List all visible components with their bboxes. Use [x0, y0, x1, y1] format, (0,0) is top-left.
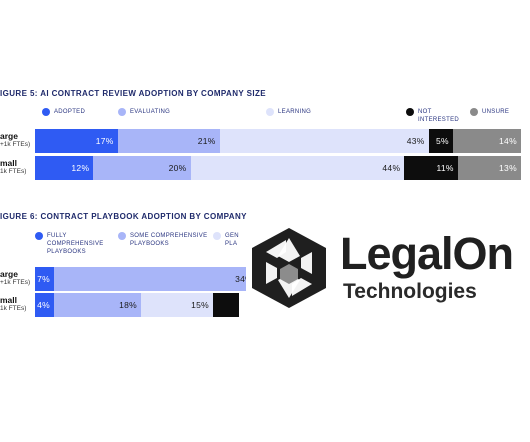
row-label-main: arge: [0, 269, 18, 279]
legend-item-2: LEARNING: [266, 108, 386, 116]
bar-segment: 20%: [93, 156, 191, 180]
bar-value-label: 18%: [119, 300, 137, 310]
bar-segment: 44%: [190, 156, 405, 180]
row-label-main: mall: [0, 158, 18, 168]
legend-item-1: EVALUATING: [118, 108, 258, 116]
row-label-sub: +1k FTEs): [0, 141, 31, 148]
legend-swatch: [35, 232, 43, 240]
row-label: arge +1k FTEs): [0, 269, 32, 287]
row-label: mall 1k FTEs): [0, 158, 32, 176]
logo-subtitle: Technologies: [343, 280, 477, 303]
row-label-sub: 1k FTEs): [0, 168, 27, 175]
legend-label: EVALUATING: [130, 109, 171, 115]
bar-value-label: 14%: [499, 136, 517, 146]
bar-segment: 21%: [117, 129, 220, 153]
legend-label: LEARNING: [278, 109, 312, 115]
bar-segment: 14%: [452, 129, 521, 153]
bar-segment: 12%: [35, 156, 94, 180]
bar-value-label: 13%: [499, 163, 517, 173]
bar-segment: 11%: [404, 156, 458, 180]
legend-swatch: [118, 108, 126, 116]
row-label-sub: 1k FTEs): [0, 305, 27, 312]
legend-swatch: [266, 108, 274, 116]
bar-value-label: 43%: [406, 136, 425, 146]
bar-segment: 15%: [141, 293, 213, 317]
row-label-main: arge: [0, 131, 18, 141]
bar-segment: 4%: [35, 293, 54, 317]
figure-5-title: IGURE 5: AI CONTRACT REVIEW ADOPTION BY …: [0, 89, 267, 98]
bar-segment: 17%: [35, 129, 118, 153]
row-label: mall 1k FTEs): [0, 295, 32, 313]
legend-swatch: [406, 108, 414, 116]
legend-item-0: ADOPTED: [42, 108, 112, 116]
bar-value-label: 11%: [436, 163, 454, 173]
bar-value-label: 7%: [37, 274, 50, 284]
bar-segment: [213, 293, 239, 317]
logo-wordmark: LegalOn: [340, 228, 514, 279]
bar-segment: 7%: [35, 267, 54, 291]
bar-value-label: 20%: [168, 163, 187, 173]
legend-label: UNSURE: [482, 109, 510, 115]
row-label: arge +1k FTEs): [0, 131, 32, 149]
legend-label: SOME COMPREHENSIVE PLAYBOOKS: [130, 233, 208, 247]
bar-segment: 43%: [219, 129, 429, 153]
bar-segment: 5%: [428, 129, 453, 153]
stacked-bar: 17% 21% 43% 5% 14%: [35, 129, 521, 153]
legend-label: ADOPTED: [54, 109, 86, 115]
legend-item-0: FULLY COMPREHENSIVE PLAYBOOKS: [35, 232, 113, 256]
stacked-bar: 4% 18% 15%: [35, 293, 239, 317]
legend-swatch: [42, 108, 50, 116]
legalon-hexagon-logo-icon: [252, 228, 326, 308]
bar-value-label: 17%: [95, 136, 114, 146]
bar-value-label: 21%: [197, 136, 216, 146]
legend-label: FULLY COMPREHENSIVE PLAYBOOKS: [47, 233, 104, 255]
legalon-logo: LegalOn Technologies: [246, 226, 528, 310]
bar-segment: 13%: [457, 156, 521, 180]
legend-swatch: [213, 232, 221, 240]
legend-item-3: NOT INTERESTED: [406, 108, 466, 124]
legend-label: GEN PLA: [225, 233, 239, 247]
bar-value-label: 44%: [382, 163, 401, 173]
stacked-bar: 7% 34%: [35, 267, 257, 291]
legend-swatch: [118, 232, 126, 240]
legend-item-2: GEN PLA: [213, 232, 243, 248]
bar-segment: 18%: [54, 293, 141, 317]
bar-value-label: 4%: [37, 300, 50, 310]
legend-item-4: UNSURE: [470, 108, 526, 116]
bar-value-label: 5%: [436, 136, 449, 146]
stacked-bar: 12% 20% 44% 11% 13%: [35, 156, 521, 180]
row-label-main: mall: [0, 295, 18, 305]
figure-6-title: IGURE 6: CONTRACT PLAYBOOK ADOPTION BY C…: [0, 212, 247, 221]
row-label-sub: +1k FTEs): [0, 279, 31, 286]
bar-value-label: 15%: [191, 300, 209, 310]
legend-item-1: SOME COMPREHENSIVE PLAYBOOKS: [118, 232, 208, 248]
bar-value-label: 34%: [235, 274, 253, 284]
legend-label: NOT INTERESTED: [418, 109, 460, 123]
bar-value-label: 12%: [71, 163, 90, 173]
legend-swatch: [470, 108, 478, 116]
bar-segment: 34%: [54, 267, 257, 291]
